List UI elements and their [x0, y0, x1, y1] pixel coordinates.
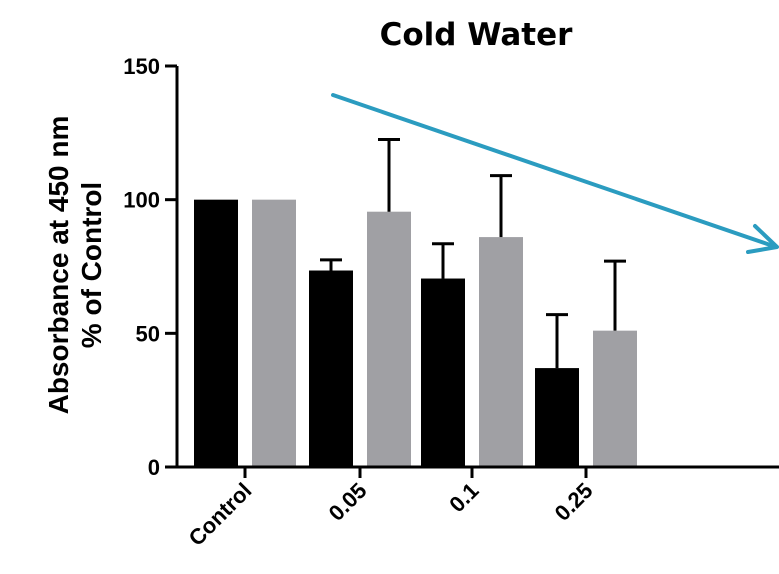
- y-tick-label-50: 50: [136, 321, 160, 346]
- y-axis-label: Absorbance at 450 nm % of Control: [43, 116, 107, 415]
- error-bars-layer: [320, 138, 626, 369]
- x-tick-label-0_25: 0.25: [550, 478, 598, 526]
- trend-arrow-head: [746, 224, 779, 254]
- y-axis-label-line-2: % of Control: [76, 182, 107, 348]
- y-tick-label-100: 100: [123, 188, 160, 213]
- bars-layer: [194, 199, 637, 467]
- axes-layer: [165, 64, 779, 478]
- y-tick-label-0: 0: [148, 455, 160, 480]
- bar-series-2-0_1: [479, 237, 523, 467]
- bar-series-2-control: [252, 199, 296, 467]
- trend-arrow-line: [331, 93, 774, 248]
- bar-series-1-0_05: [309, 270, 353, 467]
- x-tick-label-0_1: 0.1: [444, 478, 483, 517]
- bar-series-2-0_25: [593, 330, 637, 467]
- chart-title: Cold Water: [380, 17, 574, 53]
- bar-series-1-control: [194, 199, 238, 467]
- bar-series-1-0_25: [535, 368, 579, 467]
- bar-series-2-0_05: [367, 211, 411, 467]
- annotation-layer: [331, 93, 779, 254]
- y-tick-label-150: 150: [123, 54, 160, 79]
- bar-series-1-0_1: [421, 278, 465, 467]
- x-tick-label-control: Control: [184, 478, 257, 551]
- x-tick-label-0_05: 0.05: [324, 478, 372, 526]
- y-axis-label-line-1: Absorbance at 450 nm: [43, 116, 74, 415]
